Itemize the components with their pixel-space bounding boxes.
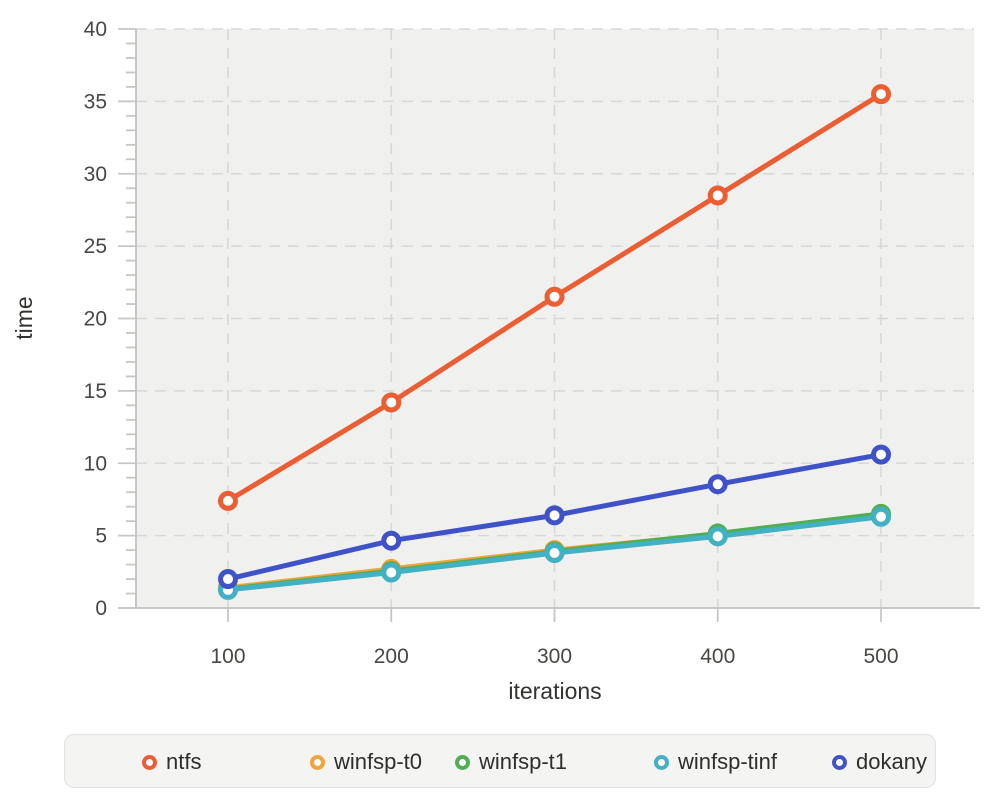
x-tick-label: 500 [863, 645, 898, 668]
y-tick-label: 5 [95, 525, 107, 548]
legend-label: winfsp-t1 [479, 749, 568, 774]
line-chart: 0 5 10 15 20 25 30 35 40 100 200 300 400 500 time ite… [11, 18, 980, 704]
x-tick-label: 300 [537, 645, 572, 668]
axes-layer [118, 29, 980, 609]
y-tick-label: 0 [95, 597, 107, 620]
x-axis-label: iterations [508, 678, 601, 704]
data-point-winfsp-tinf-200 [381, 562, 402, 583]
data-point-ntfs-100 [218, 490, 238, 511]
series-layer [218, 84, 891, 600]
legend-item-winfsp-t1[interactable]: winfsp-t1 [455, 735, 567, 789]
x-tick-label: 100 [210, 645, 245, 668]
legend-label: winfsp-t0 [334, 749, 423, 774]
winfsp-t0-series-marker-icon [310, 754, 325, 770]
y-tick-label: 15 [84, 380, 107, 403]
y-tick-label: 20 [84, 308, 107, 331]
legend-label: dokany [856, 749, 927, 774]
y-tick-label: 40 [84, 18, 107, 41]
data-point-ntfs-400 [707, 185, 728, 206]
x-tick-label: 200 [374, 645, 409, 668]
data-point-ntfs-300 [544, 286, 565, 307]
x-tick-label: 400 [700, 645, 735, 668]
data-point-winfsp-tinf-400 [707, 526, 728, 547]
y-tick-label: 30 [84, 163, 107, 186]
legend: ntfs winfsp-t0 winfsp-t1 winfsp-tinf dok… [64, 734, 936, 788]
data-point-dokany-200 [381, 530, 402, 551]
ticks-layer: 0 5 10 15 20 25 30 35 40 100 200 300 400 500 [84, 18, 899, 668]
data-point-dokany-400 [707, 474, 728, 495]
winfsp-t1-series-marker-icon [455, 754, 470, 770]
legend-item-dokany[interactable]: dokany [832, 735, 927, 789]
legend-item-winfsp-tinf[interactable]: winfsp-tinf [654, 735, 777, 789]
data-point-winfsp-tinf-300 [544, 542, 565, 563]
data-point-winfsp-tinf-500 [871, 506, 891, 527]
data-point-dokany-100 [218, 569, 238, 590]
y-tick-label: 10 [84, 452, 107, 475]
legend-label: winfsp-tinf [678, 749, 778, 774]
legend-item-winfsp-t0[interactable]: winfsp-t0 [310, 735, 422, 789]
data-point-dokany-500 [871, 444, 891, 465]
legend-label: ntfs [166, 749, 202, 774]
dokany-series-marker-icon [832, 754, 847, 770]
y-tick-label: 35 [84, 90, 107, 113]
legend-item-ntfs[interactable]: ntfs [142, 735, 201, 789]
winfsp-tinf-series-marker-icon [654, 754, 669, 770]
data-point-dokany-300 [544, 505, 565, 526]
ntfs-series-marker-icon [142, 754, 157, 770]
data-point-ntfs-200 [381, 392, 402, 413]
y-tick-label: 25 [84, 235, 107, 258]
y-axis-label: time [11, 296, 37, 339]
data-point-ntfs-500 [871, 84, 891, 105]
